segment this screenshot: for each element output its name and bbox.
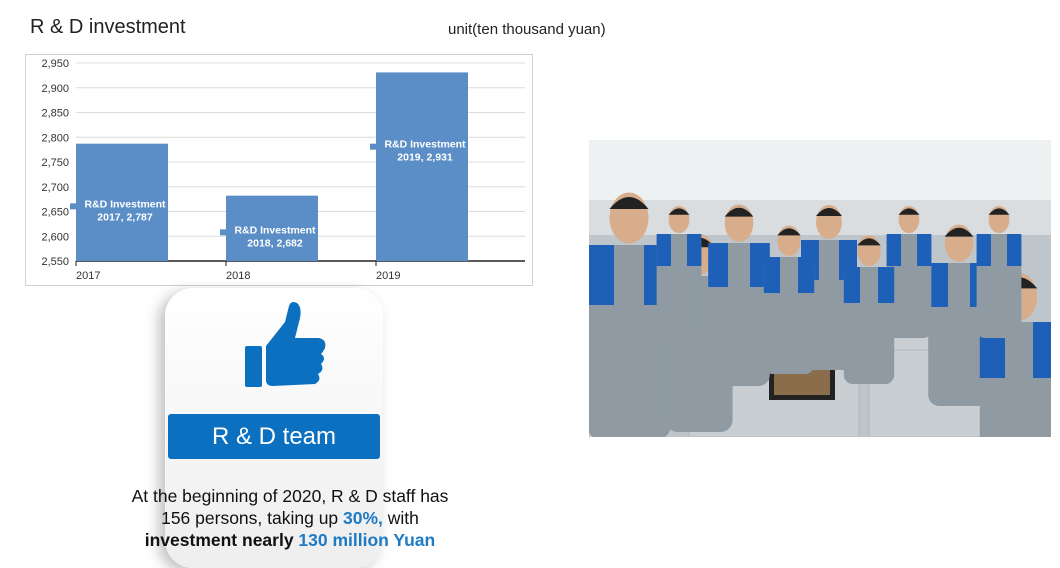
person [763, 225, 815, 374]
data-label: R&D Investment [384, 139, 466, 151]
bar-2018 [226, 195, 318, 261]
thumbs-up-icon [245, 302, 326, 387]
y-tick-label: 2,950 [41, 58, 69, 70]
y-tick-label: 2,600 [41, 231, 69, 243]
person [979, 273, 1051, 437]
y-tick-label: 2,800 [41, 132, 69, 144]
desc-text: investment nearly [144, 530, 299, 550]
amount-highlight: 130 million Yuan [298, 530, 436, 550]
team-photo [589, 140, 1051, 437]
y-tick-label: 2,850 [41, 108, 69, 120]
label-marker [220, 229, 226, 236]
description: At the beginning of 2020, R & D staff ha… [80, 485, 500, 551]
bar-2019 [376, 72, 468, 261]
percent-highlight: 30%, [343, 508, 383, 528]
person [656, 206, 702, 338]
desc-line-1: At the beginning of 2020, R & D staff ha… [131, 486, 449, 506]
y-tick-label: 2,650 [41, 207, 69, 219]
bar-2017 [76, 143, 168, 261]
bar-chart: 2,550 2,600 2,650 2,700 2,750 2,800 2,850 2,900… [41, 58, 525, 282]
desc-text: with [382, 508, 419, 528]
x-tick-label: 2019 [376, 270, 400, 282]
y-tick-label: 2,550 [41, 256, 69, 268]
unit-label: unit(ten thousand yuan) [448, 21, 606, 38]
page-title: R & D investment [30, 16, 186, 38]
desc-line-3: investment nearly 130 million Yuan [80, 529, 500, 551]
label-marker [370, 143, 376, 150]
desc-text: 156 persons, taking up [161, 508, 344, 528]
chart-frame [25, 54, 533, 286]
rd-team-label: R & D team [168, 414, 380, 459]
data-label: R&D Investment [84, 198, 166, 210]
data-label: 2019, 2,931 [397, 152, 453, 164]
data-label: R&D Investment [234, 224, 316, 236]
data-label: 2018, 2,682 [247, 237, 303, 249]
person [886, 206, 932, 338]
x-tick-label: 2017 [76, 270, 100, 282]
person [976, 206, 1022, 338]
y-tick-label: 2,900 [41, 83, 69, 95]
x-tick-label: 2018 [226, 270, 250, 282]
y-tick-label: 2,750 [41, 157, 69, 169]
label-marker [70, 203, 76, 210]
desc-line-2: 156 persons, taking up 30%, with [80, 507, 500, 529]
y-tick-label: 2,700 [41, 182, 69, 194]
person [843, 235, 895, 384]
data-label: 2017, 2,787 [97, 211, 153, 223]
